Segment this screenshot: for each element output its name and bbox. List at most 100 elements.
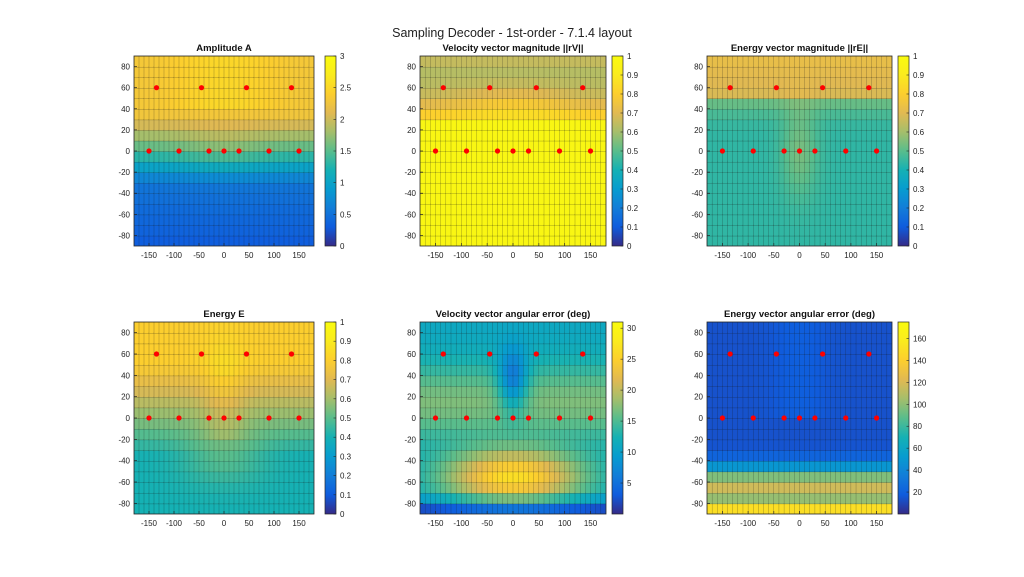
heatmap-cell: [866, 417, 873, 430]
heatmap-cell: [809, 98, 816, 110]
heatmap-cell: [258, 449, 265, 462]
heatmap-cell: [528, 56, 535, 68]
x-tick-label: 50: [245, 251, 254, 260]
heatmap-cell: [585, 449, 592, 462]
heatmap-cell: [814, 503, 821, 514]
heatmap-cell: [450, 224, 457, 237]
heatmap-cell: [876, 87, 883, 99]
heatmap-cell: [148, 471, 155, 483]
heatmap-cell: [523, 439, 530, 451]
heatmap-cell: [455, 396, 463, 409]
figure-title: Sampling Decoder - 1st-order - 7.1.4 lay…: [392, 26, 632, 40]
heatmap-cell: [564, 481, 571, 494]
heatmap-cell: [814, 235, 821, 246]
heatmap-cell: [263, 396, 270, 409]
heatmap-cell: [825, 161, 832, 173]
heatmap-cell: [268, 203, 275, 216]
heatmap-cell: [178, 332, 185, 345]
heatmap-cell: [871, 76, 878, 89]
heatmap-cell: [732, 76, 739, 89]
heatmap-cell: [163, 481, 170, 494]
heatmap-cell: [481, 214, 488, 226]
heatmap-cell: [213, 396, 220, 409]
heatmap-cell: [148, 449, 155, 462]
heatmap-cell: [471, 129, 478, 142]
heatmap-cell: [178, 214, 185, 226]
heatmap-cell: [778, 471, 785, 483]
speaker-marker: [432, 415, 439, 421]
heatmap-cell: [845, 87, 852, 99]
heatmap-cell: [804, 140, 811, 152]
heatmap-cell: [445, 332, 452, 345]
heatmap-cell: [293, 108, 300, 121]
x-tick-label: 0: [511, 519, 516, 528]
heatmap-cell: [497, 460, 504, 473]
heatmap-cell: [278, 76, 285, 89]
heatmap-cell: [845, 385, 852, 398]
heatmap-cell: [876, 343, 883, 355]
heatmap-cell: [876, 203, 883, 216]
colorbar-tick-label: 0: [913, 242, 918, 251]
heatmap-cell: [523, 353, 530, 366]
heatmap-cell: [548, 235, 556, 246]
heatmap-cell: [238, 76, 245, 89]
speaker-marker: [820, 351, 826, 357]
heatmap-cell: [579, 161, 587, 173]
heatmap-cell: [248, 322, 255, 334]
heatmap-cell: [595, 332, 602, 345]
heatmap-cell: [233, 235, 240, 246]
speaker-marker: [288, 85, 295, 91]
heatmap-cell: [502, 343, 509, 355]
heatmap-cell: [804, 193, 811, 205]
heatmap-cell: [298, 428, 305, 441]
heatmap-cell: [783, 76, 790, 89]
heatmap-cell: [163, 129, 170, 142]
heatmap-cell: [430, 66, 437, 78]
heatmap-cell: [533, 481, 540, 494]
heatmap-cell: [466, 87, 473, 99]
heatmap-cell: [758, 108, 765, 121]
heatmap-cell: [590, 364, 597, 377]
heatmap-cell: [507, 119, 514, 131]
heatmap-cell: [732, 98, 739, 110]
heatmap-cell: [258, 108, 265, 121]
heatmap-cell: [533, 460, 540, 473]
heatmap-cell: [455, 224, 463, 237]
heatmap-cell: [153, 428, 160, 441]
heatmap-cell: [263, 193, 270, 205]
heatmap-cell: [228, 224, 235, 237]
heatmap-cell: [208, 108, 215, 121]
heatmap-cell: [163, 364, 170, 377]
heatmap-cell: [517, 332, 525, 345]
heatmap-cell: [228, 76, 235, 89]
heatmap-cell: [440, 449, 447, 462]
heatmap-cell: [134, 375, 140, 387]
heatmap-cell: [543, 396, 550, 409]
heatmap-cell: [268, 353, 275, 366]
heatmap-cell: [188, 481, 195, 494]
heatmap-cell: [855, 332, 862, 345]
heatmap-cell: [283, 108, 290, 121]
heatmap-cell: [569, 343, 576, 355]
heatmap-cell: [543, 224, 550, 237]
heatmap-cell: [855, 396, 862, 409]
heatmap-cell: [163, 171, 170, 184]
heatmap-cell: [420, 140, 426, 152]
x-tick-label: 150: [292, 251, 306, 260]
heatmap-cell: [138, 98, 145, 110]
heatmap-cell: [789, 375, 796, 387]
heatmap-cell: [283, 140, 290, 152]
heatmap-cell: [268, 98, 275, 110]
heatmap-cell: [440, 56, 447, 68]
heatmap-cell: [711, 193, 719, 205]
heatmap-cell: [747, 129, 755, 142]
heatmap-cell: [753, 87, 760, 99]
heatmap-cell: [288, 193, 295, 205]
heatmap-cell: [435, 224, 442, 237]
heatmap-cell: [758, 214, 765, 226]
heatmap-cell: [763, 87, 770, 99]
heatmap-cell: [138, 129, 145, 142]
heatmap-cell: [466, 224, 473, 237]
heatmap-cell: [223, 56, 230, 68]
heatmap-cell: [293, 203, 300, 216]
